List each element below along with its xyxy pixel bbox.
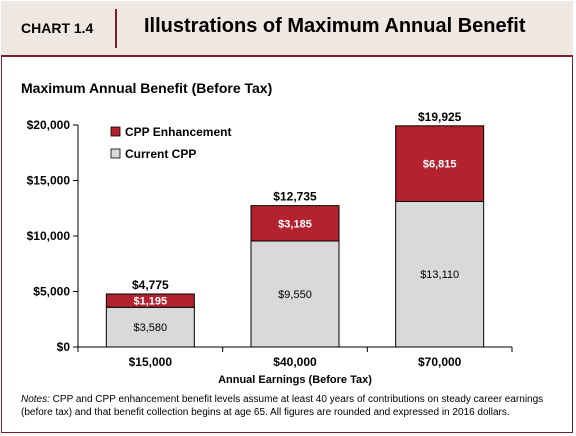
y-tick-label: $15,000 [27,174,71,188]
legend-swatch-current-cpp [110,148,121,159]
data-label-cpp-enhancement: $6,815 [423,159,457,171]
data-label-current-cpp: $9,550 [278,289,312,301]
chart-header: CHART 1.4 Illustrations of Maximum Annua… [1,1,573,57]
notes-text: CPP and CPP enhancement benefit levels a… [21,394,544,418]
chart-notes: Notes: CPP and CPP enhancement benefit l… [21,393,561,419]
header-divider [115,9,117,48]
x-tick-label: $70,000 [418,355,462,369]
bar-cpp-enhancement [105,293,195,308]
page-title: Illustrations of Maximum Annual Benefit [144,15,526,37]
chart-title: Maximum Annual Benefit (Before Tax) [21,80,273,96]
legend-swatch-cpp-enhancement [110,126,121,137]
chart-number: CHART 1.4 [21,20,94,36]
y-tick-label: $20,000 [27,118,71,132]
bar-cpp-enhancement [250,205,340,242]
data-label-cpp-enhancement: $1,195 [134,296,168,308]
y-tick-label: $0 [57,340,71,354]
data-label-total: $4,775 [132,278,169,292]
bar-cpp-enhancement [395,125,485,202]
data-label-current-cpp: $13,110 [420,269,459,281]
data-label-current-cpp: $3,580 [134,322,168,334]
data-label-total: $12,735 [273,190,317,204]
bar-current-cpp [105,306,195,348]
data-label-total: $19,925 [418,110,462,124]
data-label-cpp-enhancement: $3,185 [278,218,312,230]
legend-label-cpp-enhancement: CPP Enhancement [125,125,231,139]
bar-current-cpp [395,200,485,348]
bar-current-cpp [250,240,340,348]
y-tick-label: $5,000 [33,285,70,299]
x-tick-label: $15,000 [129,355,173,369]
y-tick-label: $10,000 [27,229,71,243]
x-tick-label: $40,000 [273,355,317,369]
x-axis-title: Annual Earnings (Before Tax) [218,374,372,386]
notes-label: Notes: [21,394,50,405]
legend-label-current-cpp: Current CPP [125,147,196,161]
